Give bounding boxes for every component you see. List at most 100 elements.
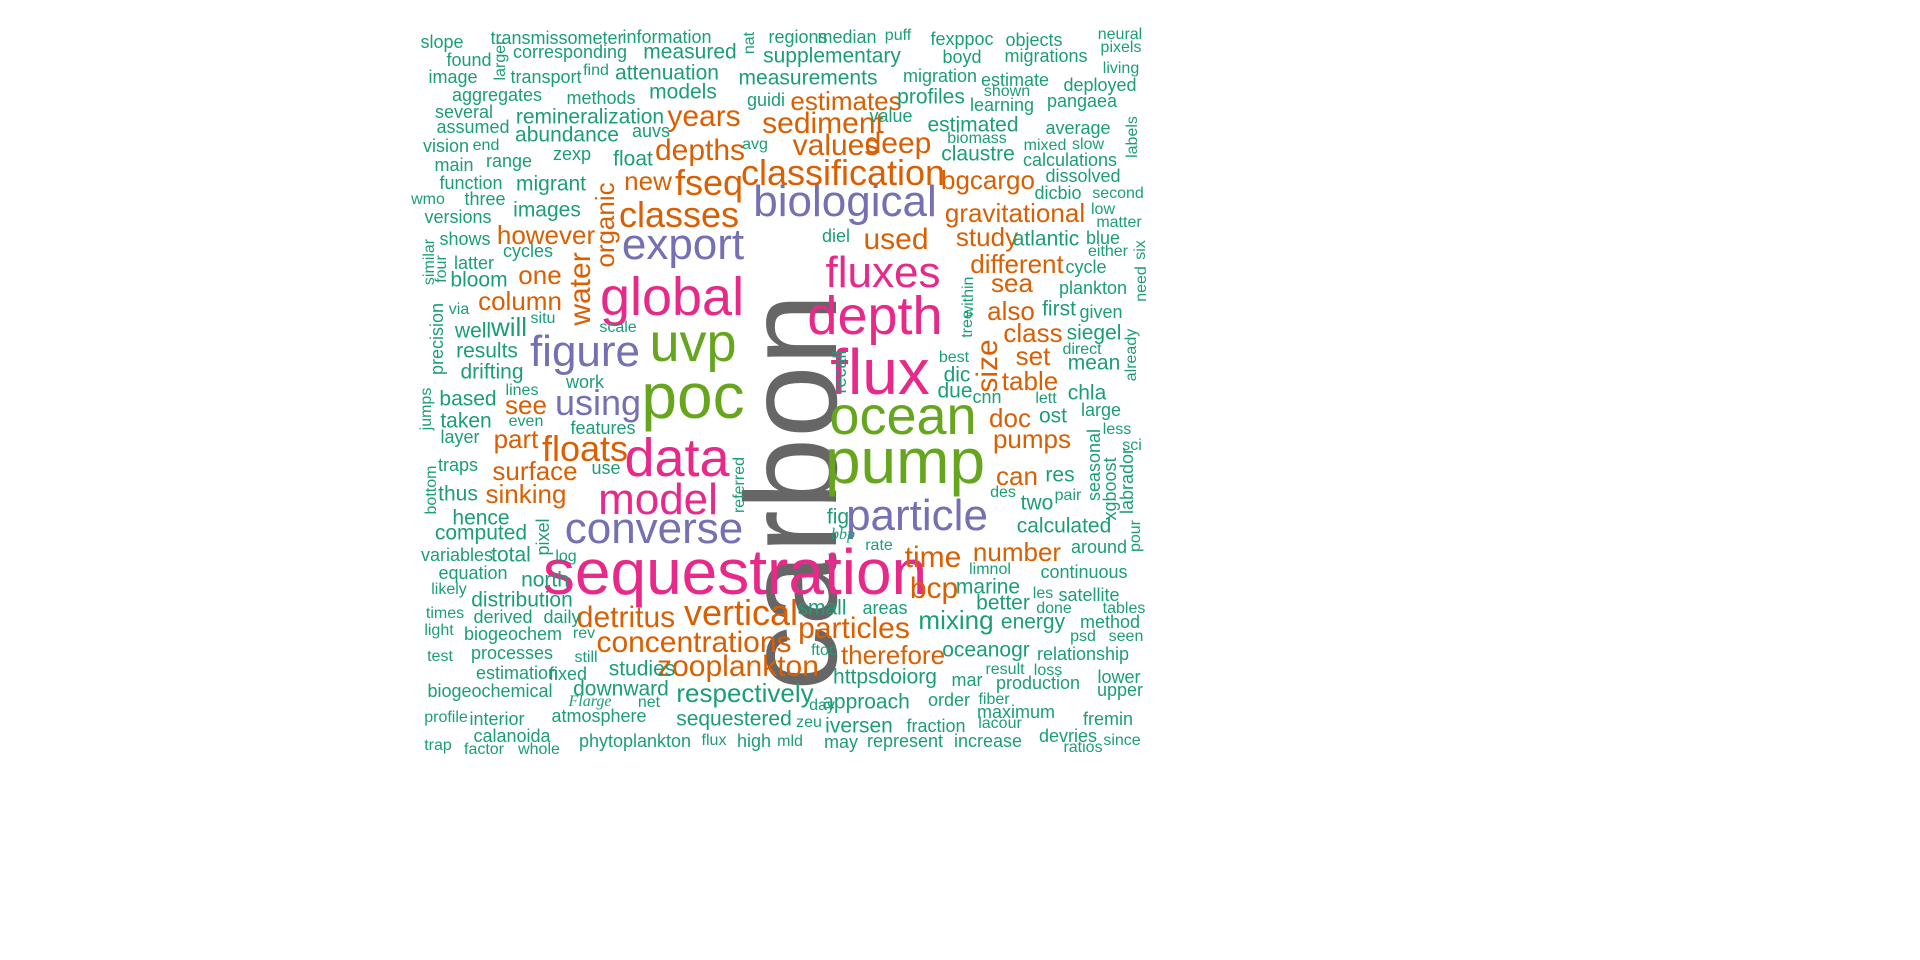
word-float: float — [613, 147, 653, 171]
word-siegel: siegel — [1066, 321, 1122, 345]
word-flarge: Flarge — [568, 693, 612, 710]
word-biomass: biomass — [947, 130, 1007, 147]
word-function: function — [439, 173, 503, 193]
word-sci: sci — [1122, 437, 1142, 454]
word-whole: whole — [518, 741, 560, 758]
word-calculated: calculated — [1016, 514, 1112, 538]
word-different: different — [970, 249, 1064, 279]
word-seen: seen — [1108, 628, 1144, 645]
word-derived: derived — [473, 607, 533, 627]
word-best: best — [938, 349, 970, 366]
word-ocean: ocean — [829, 386, 977, 446]
word-claustre: claustre — [941, 142, 1015, 166]
word-light: light — [424, 622, 454, 639]
word-since: since — [1103, 732, 1141, 749]
word-represent: represent — [866, 731, 944, 751]
word-can: can — [996, 461, 1038, 491]
word-cycles: cycles — [502, 241, 554, 261]
word-flux: flux — [701, 732, 727, 749]
word-used: used — [863, 223, 929, 256]
word-res: res — [1045, 463, 1075, 487]
word-mar: mar — [951, 670, 983, 690]
word-mixed: mixed — [1023, 137, 1067, 154]
word-shows: shows — [439, 229, 491, 249]
word-lacour: lacour — [978, 715, 1022, 732]
word-areas: areas — [862, 598, 908, 618]
word-see: see — [505, 390, 547, 420]
word-diel: diel — [821, 226, 851, 246]
word-mld: mld — [777, 733, 803, 750]
word-calanoida: calanoida — [473, 726, 551, 746]
word-limnol: limnol — [969, 561, 1011, 578]
word-maximum: maximum — [976, 702, 1056, 722]
word-pump: pump — [824, 425, 986, 497]
word-migrant: migrant — [515, 172, 587, 196]
word-several: several — [434, 102, 494, 122]
word-recall: recall — [830, 350, 850, 394]
word-traps: traps — [437, 455, 479, 475]
word-daily: daily — [543, 607, 581, 627]
word-use: use — [591, 458, 621, 478]
word-pangaea: pangaea — [1046, 91, 1118, 111]
word-rate: rate — [865, 537, 893, 554]
word-transport: transport — [510, 67, 582, 87]
word-particle: particle — [846, 491, 988, 540]
word-trap: trap — [424, 737, 452, 754]
word-auvs: auvs — [631, 121, 671, 141]
word-estimation: estimation — [475, 663, 559, 683]
word-value: value — [869, 106, 913, 126]
word-bloom: bloom — [450, 268, 508, 292]
word-devries: devries — [1038, 726, 1098, 746]
word-fiber: fiber — [978, 691, 1010, 708]
word-data: data — [624, 428, 730, 488]
word-tables: tables — [1102, 600, 1146, 617]
word-will: will — [490, 312, 528, 342]
word-likely: likely — [431, 581, 467, 598]
word-loss: loss — [1033, 662, 1063, 679]
word-organic: organic — [590, 182, 620, 268]
word-neural: neural — [1097, 26, 1143, 43]
word-zooplankton: zooplankton — [657, 650, 819, 683]
word-plankton: plankton — [1058, 278, 1128, 298]
word-depths: depths — [654, 134, 746, 167]
word-study: study — [955, 222, 1019, 252]
word-pixels: pixels — [1100, 39, 1142, 56]
word-dic: dic — [943, 363, 971, 387]
word-model: model — [598, 475, 718, 524]
word-vertical: vertical — [683, 592, 799, 633]
word-pixel: pixel — [533, 518, 553, 556]
word-lower: lower — [1097, 667, 1141, 687]
word-bcp: bcp — [909, 572, 959, 605]
word-equation: equation — [438, 563, 508, 583]
word-new: new — [624, 166, 672, 196]
word-median: median — [817, 27, 877, 47]
word-range: range — [485, 151, 533, 171]
word-low: low — [1090, 201, 1116, 218]
word-column: column — [478, 286, 562, 316]
word-living: living — [1102, 60, 1140, 77]
word-learning: learning — [969, 95, 1035, 115]
word-biogeochem: biogeochem — [463, 624, 563, 644]
word-xgboost: xgboost — [1100, 457, 1120, 521]
word-need: need — [1133, 266, 1150, 302]
word-measurements: measurements — [738, 66, 878, 90]
word-increase: increase — [953, 731, 1023, 751]
word-values: values — [792, 129, 880, 162]
word-production: production — [995, 673, 1081, 693]
word-sequestered: sequestered — [676, 707, 792, 731]
word-table: table — [1001, 366, 1059, 396]
word-atmosphere: atmosphere — [551, 706, 647, 726]
word-slow: slow — [1071, 136, 1105, 153]
word-taken: taken — [440, 409, 492, 433]
word-deployed: deployed — [1063, 75, 1137, 95]
word-continuous: continuous — [1040, 562, 1128, 582]
word-total: total — [491, 543, 531, 567]
word-method: method — [1079, 612, 1141, 632]
word-large: large — [1080, 400, 1122, 420]
word-oceanogr: oceanogr — [942, 638, 1030, 662]
word-classes: classes — [618, 194, 740, 235]
word-fseq: fseq — [674, 162, 744, 203]
word-supplementary: supplementary — [763, 44, 901, 68]
word-boyd: boyd — [942, 47, 982, 67]
word-vision: vision — [422, 136, 470, 156]
